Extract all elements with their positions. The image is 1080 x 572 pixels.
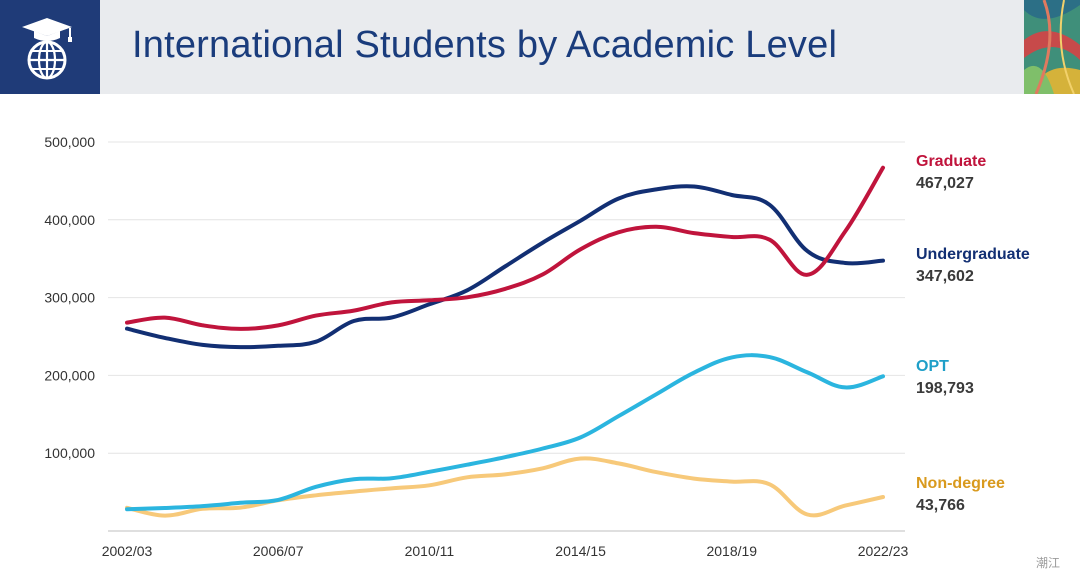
series-name-non-degree: Non-degree — [916, 475, 1005, 492]
decorative-corner-image — [1024, 0, 1080, 94]
series-value-non-degree: 43,766 — [916, 497, 965, 514]
series-line-graduate — [125, 165, 885, 331]
y-tick-label: 400,000 — [44, 212, 95, 228]
x-tick-label: 2006/07 — [253, 543, 304, 559]
logo — [0, 0, 100, 94]
grid-layer — [108, 141, 905, 454]
x-tick-labels: 2002/03 2006/07 2010/11 2014/15 2018/19 2022/… — [102, 543, 909, 559]
y-tick-labels: 100,000 200,000 300,000 400,000 500,000 — [44, 134, 95, 461]
series-value-undergraduate: 347,602 — [916, 268, 974, 285]
y-tick-label: 500,000 — [44, 134, 95, 150]
y-tick-label: 300,000 — [44, 290, 95, 306]
page-title: International Students by Academic Level — [132, 24, 838, 66]
graduation-globe-icon — [22, 18, 72, 80]
series-name-opt: OPT — [916, 358, 949, 375]
x-tick-label: 2010/11 — [405, 543, 455, 559]
y-tick-label: 100,000 — [44, 445, 95, 461]
x-tick-label: 2018/19 — [706, 543, 757, 559]
series-line-undergraduate — [125, 184, 885, 350]
series-name-undergraduate: Undergraduate — [916, 246, 1030, 263]
series-layer — [125, 165, 885, 518]
series-end-labels: Graduate 467,027 Undergraduate 347,602 OPT 19… — [916, 153, 1030, 514]
watermark: 潮江 — [1036, 556, 1061, 570]
y-tick-label: 200,000 — [44, 367, 95, 383]
x-tick-label: 2002/03 — [102, 543, 153, 559]
x-tick-label: 2014/15 — [555, 543, 606, 559]
series-value-graduate: 467,027 — [916, 175, 974, 192]
series-line-opt — [125, 353, 885, 512]
x-tick-label: 2022/23 — [858, 543, 909, 559]
series-name-graduate: Graduate — [916, 153, 986, 170]
series-line-non-degree — [125, 456, 885, 518]
series-value-opt: 198,793 — [916, 380, 974, 397]
header-band — [0, 0, 1080, 94]
